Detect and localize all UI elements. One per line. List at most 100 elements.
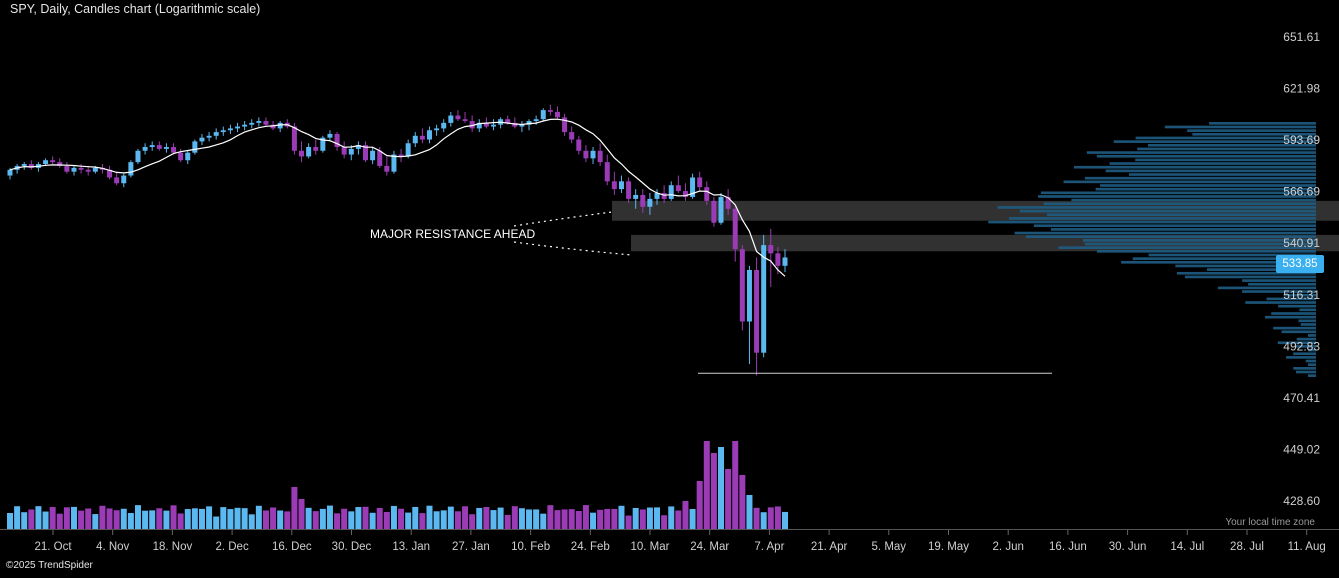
volume-bar [597, 509, 604, 529]
candle-body [661, 193, 667, 199]
volume-profile-bar [1265, 315, 1316, 319]
candle-body [533, 119, 539, 122]
volume-bar [99, 505, 106, 529]
candle-body [476, 122, 482, 129]
volume-bar [362, 506, 369, 529]
y-tick-label: 428.60 [1283, 494, 1320, 508]
candle-body [142, 147, 148, 151]
candle-body [21, 164, 27, 166]
candle-body [419, 135, 425, 140]
candle-body [554, 111, 560, 118]
candle-body [327, 133, 333, 138]
candle-body [718, 196, 724, 223]
volume-bar [469, 514, 476, 529]
candle-body [490, 124, 496, 127]
volume-profile-bar [988, 220, 1316, 224]
volume-profile-bar [1278, 304, 1316, 308]
candle-body [348, 148, 354, 155]
candle-body [64, 165, 70, 172]
volume-profile-bar [1148, 253, 1316, 257]
volume-profile-bar [1277, 341, 1316, 345]
volume-bar [433, 511, 440, 529]
volume-bar [782, 511, 788, 529]
candle-body [405, 143, 411, 157]
volume-bar [767, 507, 774, 529]
candle-body [590, 150, 596, 159]
volume-profile-bar [1296, 370, 1316, 374]
volume-bar [355, 507, 362, 529]
volume-bar [134, 505, 141, 529]
volume-profile-bar [1071, 198, 1316, 202]
candle-body [85, 169, 91, 172]
volume-bar [142, 510, 149, 529]
volume-bar [298, 499, 305, 529]
volume-bar [241, 508, 248, 529]
volume-bar [540, 513, 547, 529]
volume-bar [348, 511, 355, 529]
candle-body [320, 137, 326, 151]
candle-body [43, 160, 49, 165]
volume-bar [234, 507, 241, 529]
x-tick-label: 13. Jan [392, 541, 430, 553]
volume-bar [511, 506, 518, 529]
candle-body [149, 145, 155, 148]
volume-bar [92, 514, 99, 529]
candle-body [341, 147, 347, 155]
y-tick-label: 566.69 [1283, 185, 1320, 199]
volume-bar [120, 508, 127, 529]
volume-bar [198, 508, 205, 529]
volume-bar [376, 507, 383, 529]
volume-bar [483, 507, 490, 529]
volume-bar [774, 506, 781, 529]
candle-body [57, 162, 63, 166]
x-tick-label: 10. Feb [511, 541, 550, 553]
volume-bar [14, 506, 21, 529]
candle-body [256, 121, 262, 123]
volume-bar [561, 509, 568, 529]
candle-body [377, 150, 383, 166]
volume-profile-bar [1298, 319, 1316, 323]
volume-bar [518, 508, 525, 529]
volume-profile-bar [1295, 345, 1316, 348]
volume-bar [383, 511, 390, 529]
volume-bar [440, 510, 447, 529]
volume-profile-bar [1308, 334, 1316, 337]
x-tick-label: 16. Dec [272, 541, 312, 553]
candle-body [135, 150, 141, 163]
candle-body [462, 119, 468, 122]
x-tick-label: 19. May [928, 541, 969, 553]
candle-body [540, 110, 546, 120]
candle-body [334, 133, 340, 148]
volume-bar [70, 506, 77, 529]
volume-bar [447, 506, 454, 529]
volume-profile-bar [1286, 356, 1316, 359]
candle-body [739, 249, 745, 322]
volume-bar [526, 509, 533, 529]
volume-profile-bar [1266, 297, 1316, 301]
volume-bar [312, 511, 319, 529]
volume-bar [220, 507, 227, 529]
volume-bar [746, 495, 753, 529]
x-tick-label: 21. Apr [811, 541, 848, 553]
volume-bars [7, 441, 788, 529]
candle-body [512, 122, 518, 127]
volume-profile-bar [1096, 250, 1316, 253]
volume-profile-bar [1308, 363, 1316, 367]
volume-profile-bar [1148, 143, 1316, 147]
volume-profile-bar [1242, 290, 1316, 293]
candle-body [121, 175, 127, 184]
volume-profile-bar [1046, 213, 1316, 217]
candle-body [249, 122, 255, 125]
volume-profile-bar [1293, 352, 1316, 356]
candle-body [50, 160, 56, 163]
volume-profile-bar [1121, 260, 1316, 264]
volume-bar [582, 505, 589, 529]
volume-bar [149, 510, 156, 529]
candle-body [505, 119, 511, 123]
candle-body [675, 185, 681, 192]
candle-body [213, 132, 219, 136]
candle-body [576, 139, 582, 151]
y-axis: 651.61 621.98 593.69 566.69 540.91 516.31 492.… [1283, 30, 1320, 508]
candle-body [782, 257, 788, 266]
